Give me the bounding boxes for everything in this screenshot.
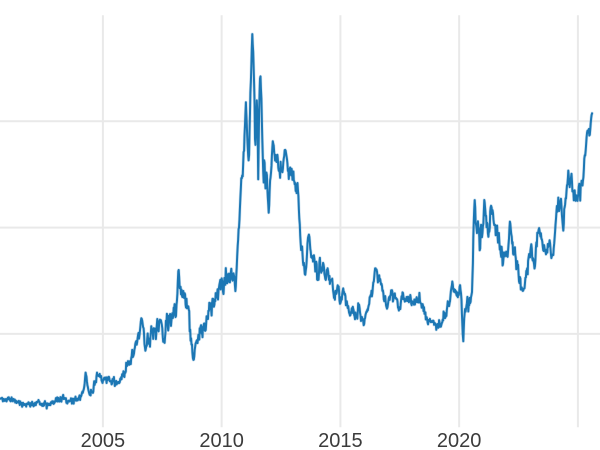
svg-text:2005: 2005 [81, 430, 126, 450]
svg-text:2020: 2020 [437, 430, 482, 450]
svg-text:2010: 2010 [199, 430, 244, 450]
svg-text:2015: 2015 [318, 430, 363, 450]
